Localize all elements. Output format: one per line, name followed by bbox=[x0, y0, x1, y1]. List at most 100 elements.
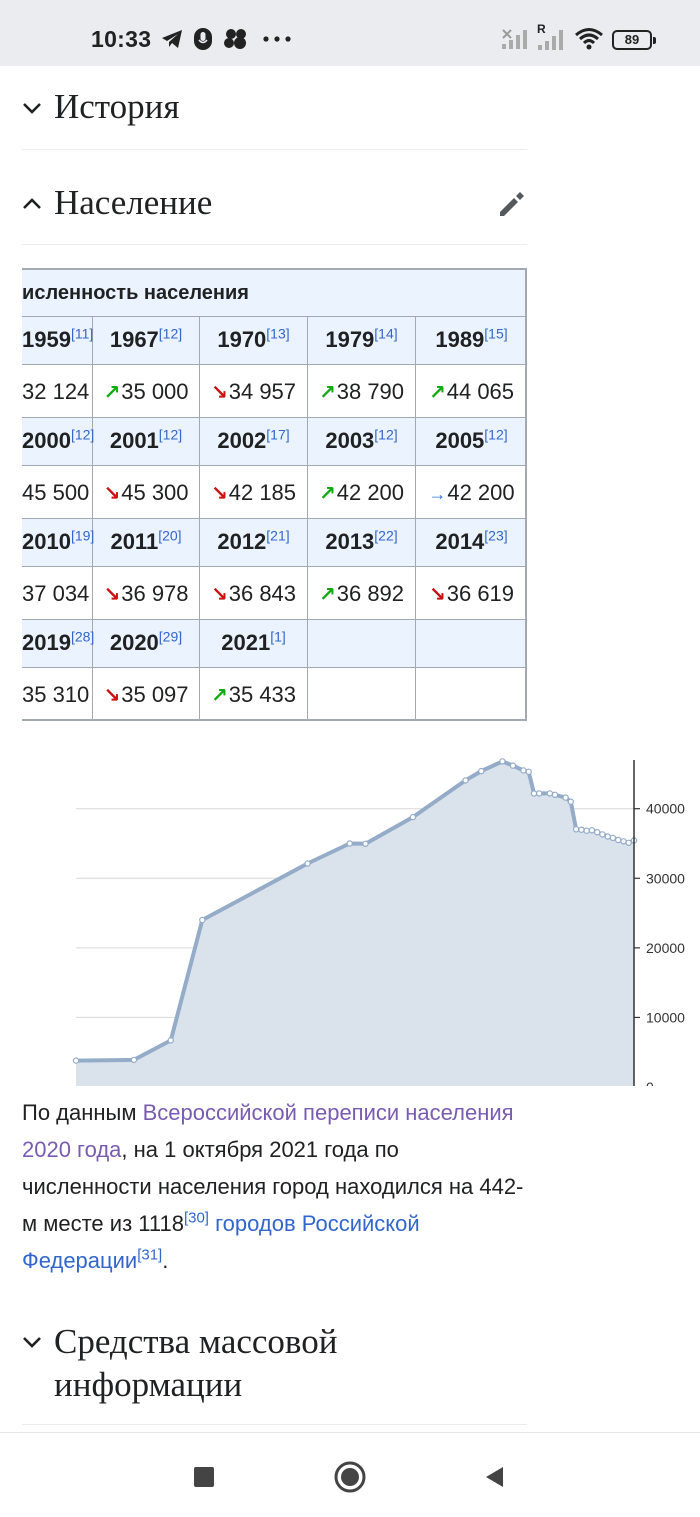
population-value: 42 200 bbox=[336, 480, 405, 505]
table-value-row: 32 124 ↗35 000 ↘34 957 ↗38 790 ↗44 065 bbox=[22, 365, 525, 418]
y-tick-label: 10000 bbox=[646, 1009, 685, 1025]
year-cell: 2013[22] bbox=[308, 519, 416, 567]
home-icon[interactable] bbox=[332, 1459, 368, 1495]
area-fill bbox=[76, 761, 634, 1086]
reference-link[interactable]: [11] bbox=[70, 325, 94, 342]
microphone-icon bbox=[192, 26, 214, 52]
reference-link[interactable]: [22] bbox=[374, 527, 398, 544]
section-media-header[interactable]: Средства массовой информации bbox=[22, 1320, 527, 1406]
year-cell: 1989[15] bbox=[416, 317, 525, 365]
trend-up-icon: ↗ bbox=[318, 483, 336, 505]
value-cell: ↘42 185 bbox=[200, 466, 308, 519]
reference-link[interactable]: [13] bbox=[266, 325, 290, 342]
year-cell: 2000[12] bbox=[22, 418, 95, 466]
table-year-row: 2000[12] 2001[12] 2002[17] 2003[12] 2005[12] bbox=[22, 418, 525, 466]
year-label: 1959 bbox=[22, 327, 71, 352]
population-value: 35 310 bbox=[22, 682, 90, 707]
section-history-title: История bbox=[54, 87, 180, 126]
population-value: 32 124 bbox=[22, 379, 90, 404]
back-icon[interactable] bbox=[476, 1459, 512, 1495]
reference-link[interactable]: [17] bbox=[266, 426, 290, 443]
reference-link[interactable]: [28] bbox=[70, 628, 95, 645]
reference-link[interactable]: [15] bbox=[484, 325, 508, 342]
year-label: 2020 bbox=[109, 630, 159, 655]
year-cell: 2020[29] bbox=[93, 620, 200, 668]
section-divider bbox=[22, 244, 527, 245]
value-cell: ↗35 000 bbox=[93, 365, 200, 418]
year-label: 2014 bbox=[435, 529, 485, 554]
value-cell: ↘36 619 bbox=[416, 567, 525, 620]
data-point bbox=[625, 839, 632, 847]
wifi-icon bbox=[574, 26, 604, 52]
data-point bbox=[620, 838, 627, 845]
roaming-mark: R bbox=[537, 22, 546, 36]
year-label: 2021 bbox=[221, 630, 271, 655]
reference-link[interactable]: [19] bbox=[70, 527, 95, 544]
section-history-header[interactable]: История bbox=[22, 87, 527, 129]
data-point bbox=[562, 794, 569, 801]
trend-down-icon: ↘ bbox=[103, 685, 121, 707]
reference-link[interactable]: [29] bbox=[158, 628, 183, 645]
recent-apps-icon[interactable] bbox=[186, 1459, 222, 1495]
cities-link[interactable]: городов Российской Федерации bbox=[22, 1211, 420, 1273]
year-cell: 2005[12] bbox=[416, 418, 525, 466]
reference-link[interactable]: [20] bbox=[158, 527, 182, 544]
data-point bbox=[72, 1057, 80, 1064]
year-cell: 2001[12] bbox=[93, 418, 200, 466]
population-value: 38 790 bbox=[336, 379, 405, 404]
census-link[interactable]: Всероссийской переписи населения 2020 го… bbox=[22, 1100, 514, 1162]
reference-link[interactable]: [23] bbox=[484, 527, 508, 544]
section-population-header[interactable]: Население bbox=[22, 183, 527, 225]
population-grid: 1959[11] 1967[12] 1970[13] 1979[14] 1989[15]… bbox=[22, 317, 525, 719]
year-cell: 1970[13] bbox=[200, 317, 308, 365]
data-point bbox=[520, 767, 527, 774]
year-cell: 2002[17] bbox=[200, 418, 308, 466]
table-caption: Численность населения bbox=[22, 270, 525, 317]
reference-link[interactable]: [12] bbox=[70, 426, 95, 443]
edit-pencil-icon[interactable] bbox=[496, 190, 526, 220]
population-value: 45 300 bbox=[121, 480, 189, 505]
data-point bbox=[509, 762, 517, 769]
year-cell: 1979[14] bbox=[308, 317, 416, 365]
reference-link[interactable]: [12] bbox=[374, 426, 398, 443]
value-cell: 35 310 bbox=[22, 668, 93, 719]
trend-down-icon: ↘ bbox=[103, 584, 121, 606]
data-point bbox=[599, 831, 606, 838]
year-cell: 2014[23] bbox=[416, 519, 525, 567]
roaming-signal-icon: R bbox=[536, 22, 566, 52]
year-cell: 2011[20] bbox=[93, 519, 200, 567]
population-value: 35 433 bbox=[228, 682, 297, 707]
chevron-down-icon bbox=[22, 1320, 54, 1363]
census-paragraph: По данным Всероссийской переписи населен… bbox=[22, 1100, 524, 1273]
reference-link[interactable]: [12] bbox=[158, 426, 183, 443]
chevron-up-icon bbox=[22, 183, 54, 225]
year-label: 2011 bbox=[110, 529, 159, 554]
trend-down-icon: ↘ bbox=[428, 584, 446, 606]
population-value: 44 065 bbox=[446, 379, 515, 404]
population-value: 36 619 bbox=[446, 581, 515, 606]
data-point bbox=[362, 840, 369, 848]
data-point bbox=[499, 758, 506, 765]
reference-link[interactable]: [12] bbox=[484, 426, 508, 443]
trend-up-icon: ↗ bbox=[428, 382, 446, 404]
year-cell: 1959[11] bbox=[22, 317, 93, 365]
data-point bbox=[588, 827, 596, 834]
data-point bbox=[594, 828, 601, 836]
reference-link[interactable]: [12] bbox=[158, 325, 183, 342]
reference-31[interactable]: [31] bbox=[137, 1246, 163, 1264]
status-bar: 10:33 R 89 bbox=[0, 0, 700, 66]
value-cell: ↘36 978 bbox=[93, 567, 200, 620]
reference-link[interactable]: [21] bbox=[266, 527, 290, 544]
y-tick-label: 0 bbox=[646, 1079, 654, 1086]
population-value: 45 500 bbox=[22, 480, 90, 505]
year-label: 1967 bbox=[109, 327, 159, 352]
population-value: 35 097 bbox=[121, 682, 189, 707]
reference-link[interactable]: [1] bbox=[270, 628, 286, 645]
data-point bbox=[409, 813, 417, 821]
data-point bbox=[530, 790, 538, 797]
value-cell: ↗38 790 bbox=[308, 365, 416, 418]
reference-link[interactable]: [14] bbox=[374, 325, 398, 342]
reference-30[interactable]: [30] bbox=[183, 1209, 209, 1227]
data-point bbox=[609, 834, 617, 842]
data-point bbox=[304, 860, 311, 867]
